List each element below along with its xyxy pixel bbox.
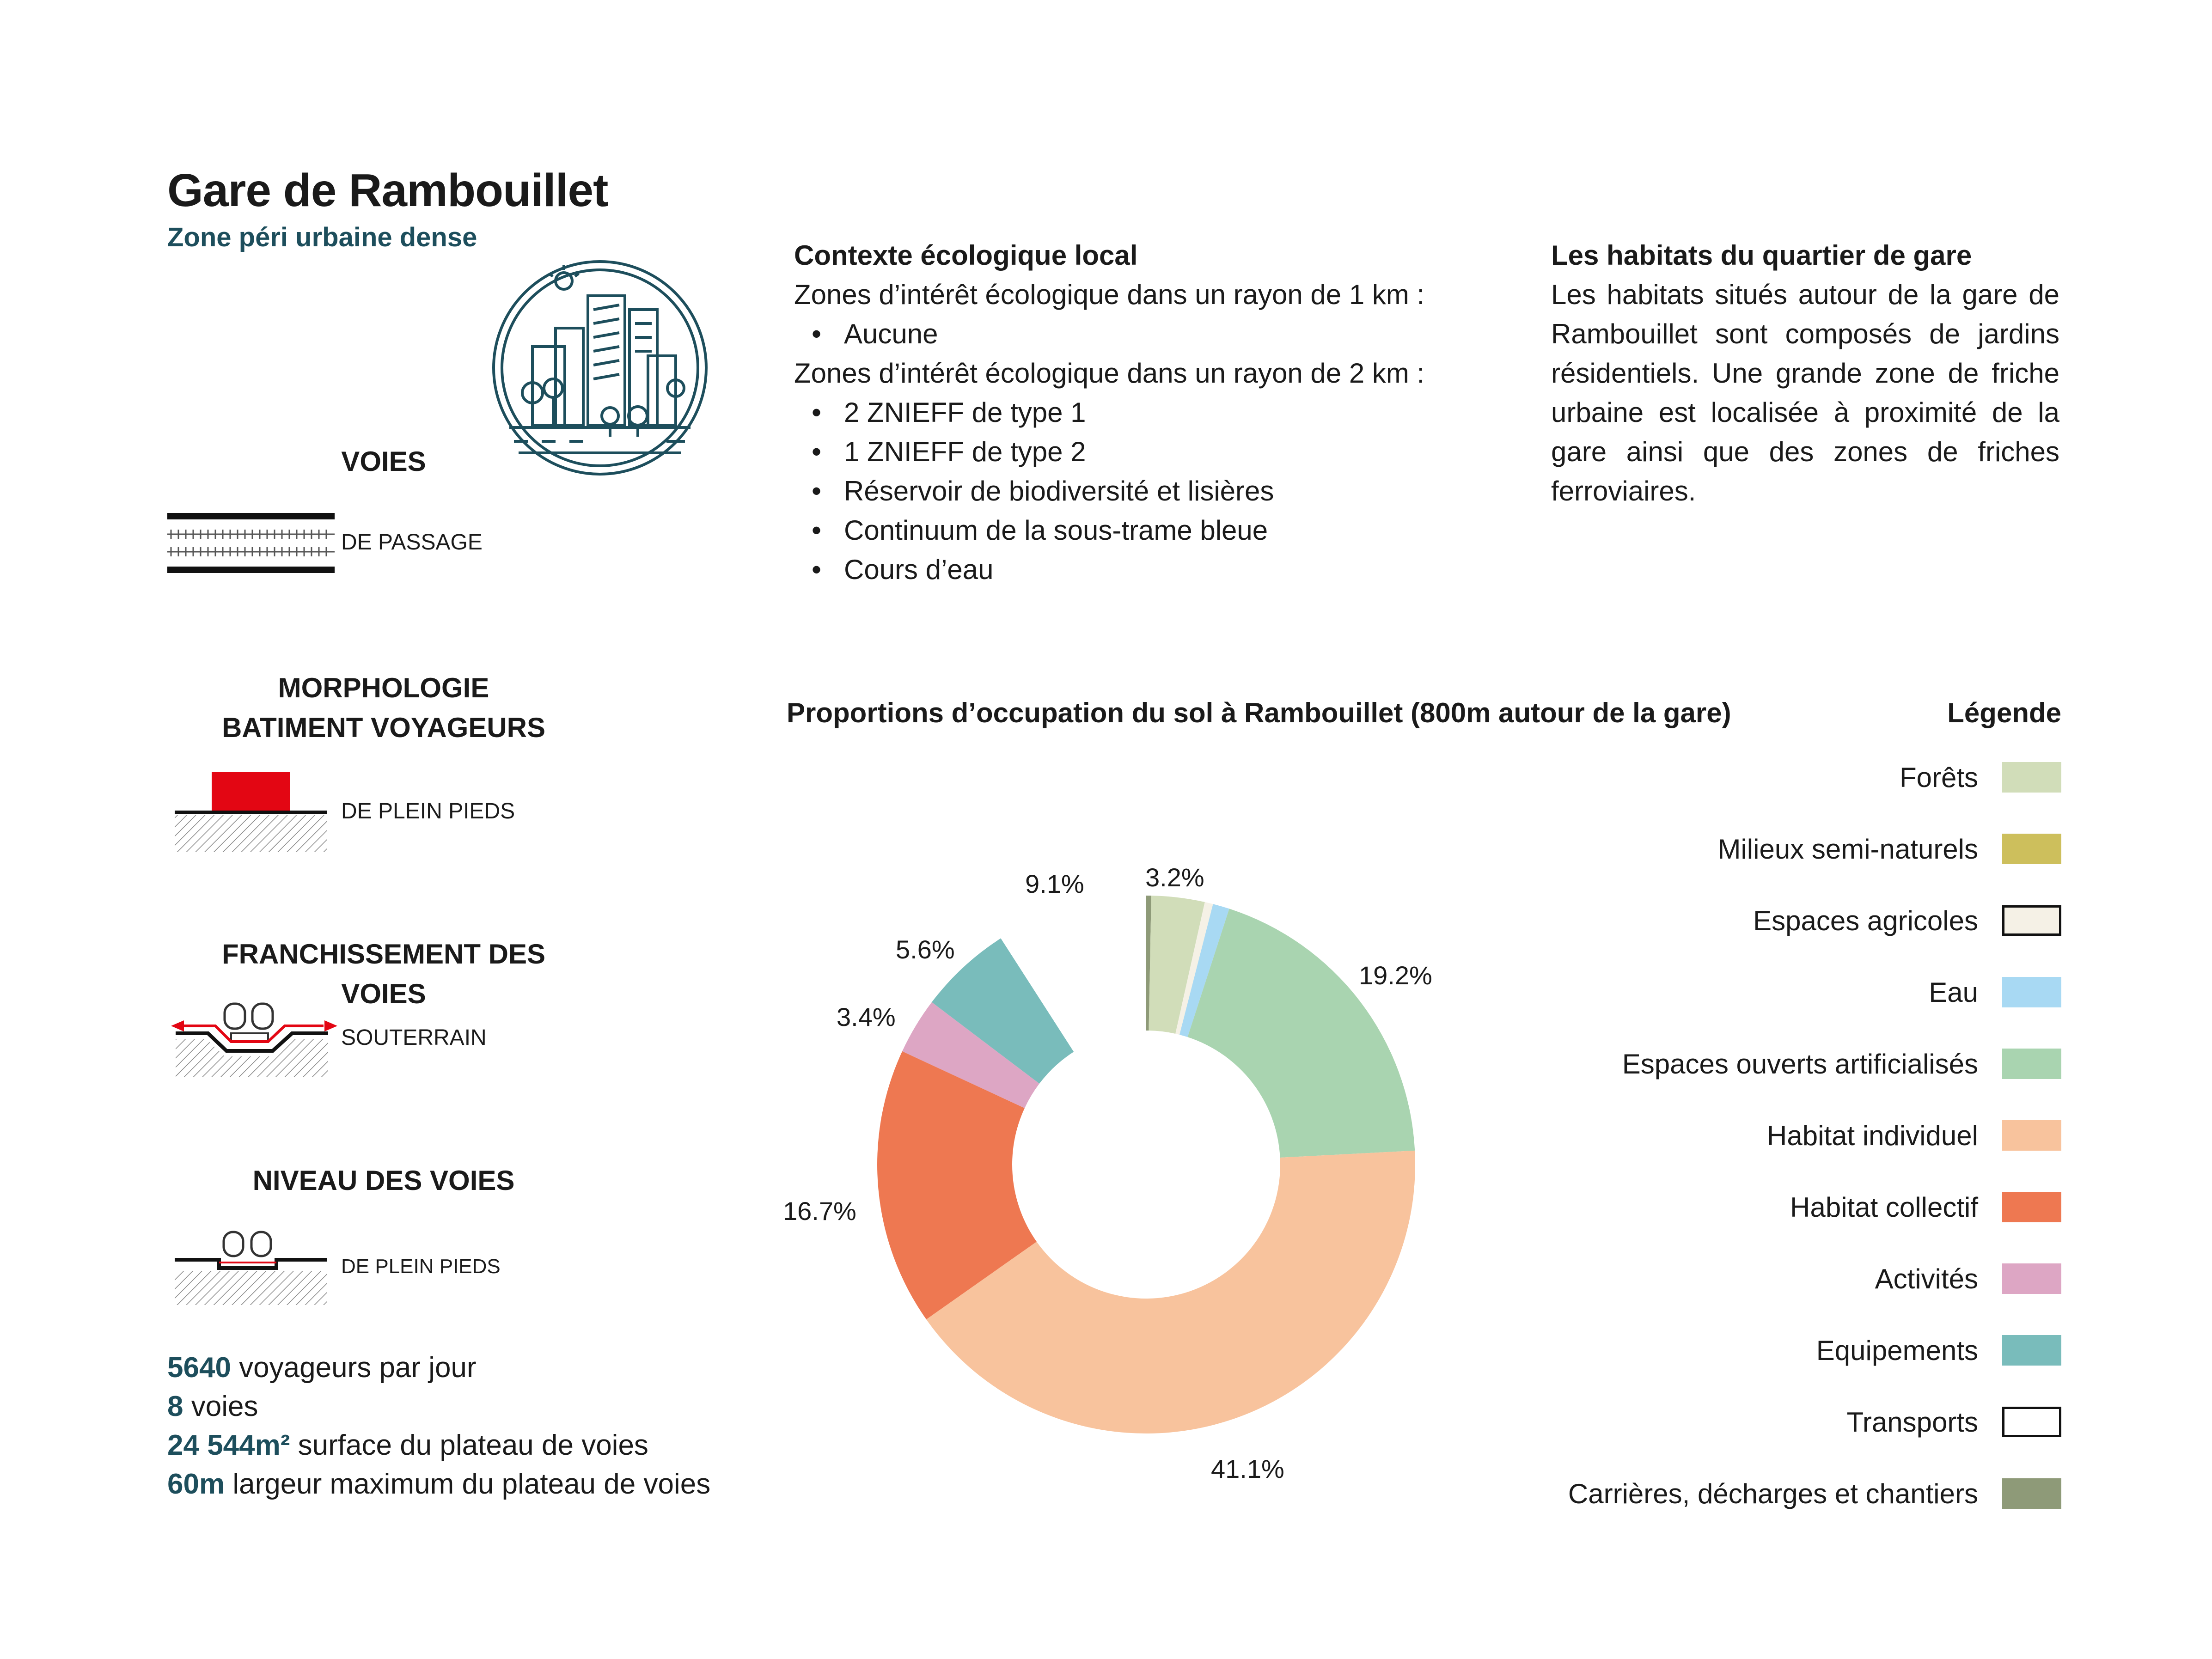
legend-swatch	[2002, 1120, 2061, 1151]
land-use-donut-chart	[877, 896, 1415, 1433]
stat-surface: 24 544m² surface du plateau de voies	[167, 1429, 648, 1461]
list-item: Cours d’eau	[812, 550, 1424, 589]
legend-item: Milieux semi-naturels	[1717, 832, 2061, 866]
list-item: Continuum de la sous-trame bleue	[812, 511, 1424, 550]
legend-label: Habitat collectif	[1790, 1191, 1978, 1223]
legend-label: Eau	[1929, 976, 1978, 1008]
underpass-icon	[171, 1002, 337, 1077]
slice-habitat-collectif	[877, 1051, 1037, 1320]
legend-swatch	[2002, 834, 2061, 864]
contexte-line1: Zones d’intérêt écologique dans un rayon…	[794, 279, 1425, 310]
legend-item: Eau	[1929, 976, 2061, 1009]
through-tracks-icon	[167, 513, 335, 573]
slice-label-habitat-individuel: 41.1%	[1211, 1454, 1284, 1483]
habitats-heading: Les habitats du quartier de gare	[1551, 240, 1972, 271]
legend-label: Espaces ouverts artificialisés	[1622, 1048, 1978, 1080]
habitats-section: Les habitats du quartier de gare Les hab…	[1551, 236, 2059, 511]
legend-item: Equipements	[1816, 1334, 2061, 1367]
slice-label-equipements: 5.6%	[896, 935, 955, 964]
morphologie-heading-line1: MORPHOLOGIE	[278, 672, 489, 703]
legend-label: Equipements	[1816, 1335, 1978, 1366]
list-item: Aucune	[812, 314, 1424, 354]
legend-swatch	[2002, 762, 2061, 793]
morphologie-label: DE PLEIN PIEDS	[341, 799, 515, 823]
legend-swatch	[2002, 977, 2061, 1007]
habitats-text: Les habitats situés autour de la gare de…	[1551, 279, 2059, 506]
legend-swatch	[2002, 1478, 2061, 1509]
legend-swatch	[2002, 1263, 2061, 1294]
contexte-list2: 2 ZNIEFF de type 1 1 ZNIEFF de type 2 Ré…	[794, 393, 1424, 589]
slice-for-ts	[1149, 896, 1205, 1034]
slice-label-habitat-collectif: 16.7%	[783, 1196, 856, 1226]
chart-title: Proportions d’occupation du sol à Rambou…	[787, 697, 1731, 728]
voies-label: DE PASSAGE	[341, 530, 483, 555]
slice-espaces-ouverts-artificialis-s	[1187, 909, 1415, 1158]
legend-swatch	[2002, 905, 2061, 936]
contexte-heading: Contexte écologique local	[794, 240, 1138, 271]
slice-label-transports: 9.1%	[1025, 869, 1084, 898]
legend-title: Légende	[1947, 697, 2061, 728]
franchissement-heading: FRANCHISSEMENT DES VOIES	[221, 939, 546, 1009]
legend-item: Espaces ouverts artificialisés	[1622, 1047, 2061, 1080]
legend-swatch	[2002, 1407, 2061, 1437]
contexte-line2: Zones d’intérêt écologique dans un rayon…	[794, 358, 1425, 389]
legend-item: Forêts	[1900, 761, 2061, 794]
slice-equipements	[932, 938, 1074, 1084]
niveau-heading: NIVEAU DES VOIES	[252, 1165, 515, 1196]
legend-item: Activités	[1875, 1262, 2061, 1295]
voies-heading: VOIES	[341, 446, 426, 477]
page-title: Gare de Rambouillet	[167, 165, 608, 216]
morphologie-heading-line2: BATIMENT VOYAGEURS	[221, 712, 546, 743]
city-buildings-icon	[492, 260, 708, 476]
legend-label: Transports	[1846, 1406, 1978, 1438]
legend-item: Habitat individuel	[1767, 1119, 2061, 1152]
legend-swatch	[2002, 1192, 2061, 1222]
list-item: 2 ZNIEFF de type 1	[812, 393, 1424, 432]
legend-swatch	[2002, 1335, 2061, 1366]
legend-item: Transports	[1846, 1405, 2061, 1439]
legend-label: Carrières, décharges et chantiers	[1568, 1478, 1978, 1509]
stat-voyageurs: 5640 voyageurs par jour	[167, 1352, 477, 1384]
slice-espaces-agricoles	[1175, 902, 1213, 1035]
franchissement-label: SOUTERRAIN	[341, 1025, 487, 1050]
track-level-icon	[175, 1231, 327, 1305]
legend-item: Habitat collectif	[1790, 1190, 2061, 1224]
slice-label-espaces-ouverts: 19.2%	[1359, 961, 1432, 990]
list-item: 1 ZNIEFF de type 2	[812, 432, 1424, 471]
list-item: Réservoir de biodiversité et lisières	[812, 471, 1424, 511]
contexte-section: Contexte écologique local Zones d’intérê…	[794, 236, 1424, 589]
legend-label: Milieux semi-naturels	[1717, 833, 1979, 865]
stat-largeur: 60m largeur maximum du plateau de voies	[167, 1468, 711, 1500]
legend-label: Activités	[1875, 1263, 1978, 1294]
slice-transports	[1001, 896, 1146, 1052]
legend-item: Carrières, décharges et chantiers	[1568, 1477, 2061, 1510]
slice-activit-s	[902, 1002, 1039, 1108]
station-stats: 5640 voyageurs par jour 8 voies 24 544m²…	[167, 1348, 710, 1504]
slice-eau	[1179, 904, 1229, 1037]
slice-carri-res-d-charges-et-chantiers	[1146, 896, 1151, 1031]
slice-label-activites: 3.4%	[837, 1002, 896, 1031]
stat-voies: 8 voies	[167, 1391, 258, 1422]
slice-habitat-individuel	[926, 1150, 1415, 1433]
legend-label: Espaces agricoles	[1753, 905, 1978, 936]
legend-label: Forêts	[1899, 762, 1978, 793]
legend-label: Habitat individuel	[1767, 1120, 1978, 1151]
ground-level-building-icon	[175, 772, 327, 852]
legend-swatch	[2002, 1049, 2061, 1079]
contexte-list1: Aucune	[794, 314, 1424, 354]
page-subtitle: Zone péri urbaine dense	[167, 222, 477, 252]
niveau-label: DE PLEIN PIEDS	[341, 1255, 501, 1278]
legend-item: Espaces agricoles	[1753, 904, 2061, 937]
slice-label-forets: 3.2%	[1145, 863, 1204, 892]
